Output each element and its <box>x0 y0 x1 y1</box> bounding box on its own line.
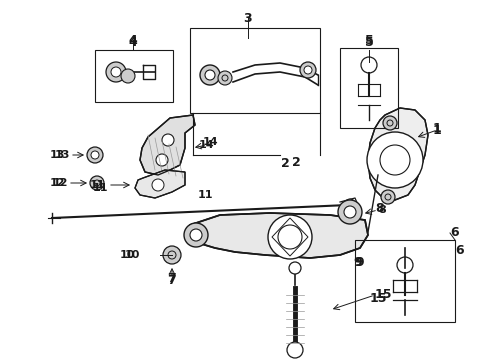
Circle shape <box>90 176 104 190</box>
Circle shape <box>106 62 126 82</box>
Text: 11: 11 <box>89 180 105 190</box>
Circle shape <box>121 69 135 83</box>
Polygon shape <box>140 115 195 175</box>
Circle shape <box>288 262 301 274</box>
Text: 15: 15 <box>374 288 392 302</box>
Circle shape <box>183 223 207 247</box>
Circle shape <box>163 246 181 264</box>
Text: 14: 14 <box>199 140 214 150</box>
Text: 8: 8 <box>377 205 385 215</box>
Text: 13: 13 <box>49 150 65 160</box>
Text: 10: 10 <box>124 250 140 260</box>
Polygon shape <box>135 170 184 198</box>
Text: 1: 1 <box>432 123 441 136</box>
Circle shape <box>337 200 361 224</box>
Text: 8: 8 <box>375 202 384 215</box>
Text: 5: 5 <box>364 33 373 46</box>
Circle shape <box>200 65 220 85</box>
Circle shape <box>382 116 396 130</box>
Circle shape <box>299 62 315 78</box>
Text: 11: 11 <box>92 183 108 193</box>
Text: 11: 11 <box>197 190 212 200</box>
Text: 9: 9 <box>353 256 362 269</box>
Circle shape <box>343 206 355 218</box>
Polygon shape <box>187 213 367 258</box>
Text: 6: 6 <box>455 243 464 256</box>
Circle shape <box>111 67 121 77</box>
Circle shape <box>162 134 174 146</box>
Circle shape <box>190 229 202 241</box>
Text: 12: 12 <box>52 178 68 188</box>
Bar <box>190 28 319 113</box>
Circle shape <box>286 342 303 358</box>
Text: 10: 10 <box>120 250 135 260</box>
Circle shape <box>91 151 99 159</box>
Circle shape <box>156 154 168 166</box>
Bar <box>339 48 397 128</box>
Text: 4: 4 <box>128 33 137 46</box>
Text: 13: 13 <box>55 150 70 160</box>
Text: 4: 4 <box>128 36 137 49</box>
Circle shape <box>267 215 311 259</box>
Text: 2: 2 <box>291 156 300 168</box>
Text: 9: 9 <box>355 256 364 269</box>
Text: 5: 5 <box>364 36 373 49</box>
Polygon shape <box>367 108 427 200</box>
Circle shape <box>204 70 215 80</box>
Text: 3: 3 <box>243 12 252 24</box>
Text: 14: 14 <box>202 137 217 147</box>
Text: 7: 7 <box>167 274 176 287</box>
Bar <box>95 50 173 102</box>
Bar <box>354 240 454 322</box>
Text: 6: 6 <box>449 226 458 239</box>
Circle shape <box>87 147 103 163</box>
Text: 12: 12 <box>49 178 65 188</box>
Circle shape <box>380 190 394 204</box>
Text: 2: 2 <box>280 157 289 170</box>
Text: 1: 1 <box>432 122 441 135</box>
Text: 15: 15 <box>368 292 386 305</box>
Circle shape <box>304 66 311 74</box>
Circle shape <box>152 179 163 191</box>
Circle shape <box>345 199 354 209</box>
Circle shape <box>218 71 231 85</box>
Text: 7: 7 <box>167 271 176 284</box>
Circle shape <box>366 132 422 188</box>
